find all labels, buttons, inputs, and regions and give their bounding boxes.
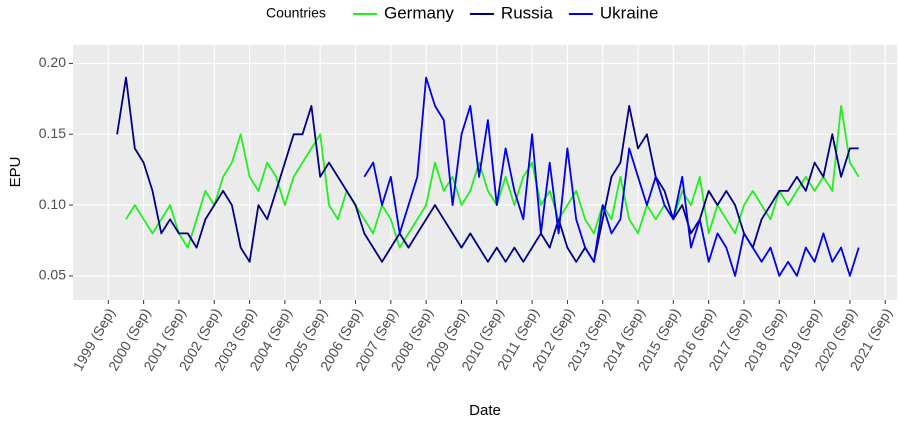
line-series [125, 105, 860, 249]
legend-label: Ukraine [600, 3, 659, 22]
y-axis-title: EPU [7, 157, 24, 188]
y-tick-label: 0.05 [39, 267, 66, 283]
x-axis-title: Date [469, 402, 501, 419]
legend-label: Russia [501, 3, 554, 22]
panel [73, 45, 897, 300]
y-tick-label: 0.20 [39, 54, 66, 70]
y-tick-label: 0.10 [39, 196, 66, 212]
line-series [116, 76, 859, 263]
y-tick-label: 0.15 [39, 125, 66, 141]
legend-label: Germany [384, 3, 454, 22]
legend-title: Countries [266, 5, 326, 21]
line-series [363, 76, 860, 277]
